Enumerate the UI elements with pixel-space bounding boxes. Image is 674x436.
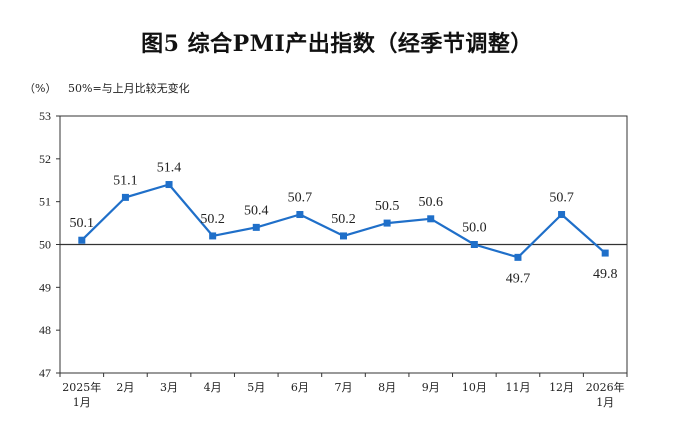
data-point	[558, 211, 566, 219]
x-tick-label: 2026年 1月	[586, 380, 625, 409]
x-tick-label: 8月	[378, 381, 396, 394]
y-axis-unit: （%）	[24, 82, 57, 95]
x-tick-label: 3月	[160, 381, 178, 394]
data-label: 50.2	[200, 212, 225, 227]
reference-note: 50%=与上月比较无变化	[68, 82, 190, 95]
data-label: 49.8	[593, 267, 618, 282]
data-point	[601, 249, 609, 257]
data-point	[427, 215, 435, 223]
y-tick-label: 47	[39, 366, 51, 380]
marker-layer	[78, 181, 609, 261]
y-tick-label: 50	[39, 238, 51, 252]
y-tick-label: 53	[39, 109, 51, 123]
x-tick-label: 5月	[247, 381, 265, 394]
x-tick-label: 2025年 1月	[62, 380, 101, 409]
x-tick-label: 10月	[462, 381, 487, 394]
y-tick-label: 51	[39, 195, 51, 209]
data-label: 51.1	[113, 173, 138, 188]
data-point	[165, 181, 173, 189]
data-point	[78, 236, 86, 244]
data-label: 50.7	[549, 191, 574, 206]
x-tick-label: 6月	[291, 381, 309, 394]
data-label: 50.6	[418, 195, 443, 210]
data-label: 50.1	[70, 216, 95, 231]
data-point	[383, 219, 391, 227]
x-tick-label: 4月	[204, 381, 222, 394]
y-tick-label: 48	[39, 323, 51, 337]
data-point	[209, 232, 217, 240]
data-label: 49.7	[506, 271, 531, 286]
data-point	[340, 232, 347, 240]
x-tick-label: 9月	[422, 381, 440, 394]
label-layer: 50.1 51.1 51.4 50.2 50.4 50.7 50.2 50.5 50.6 50.0…	[70, 161, 618, 287]
data-label: 50.2	[331, 212, 356, 227]
chart-title: 图5 综合PMI产出指数（经季节调整）	[141, 31, 533, 57]
x-tick-label: 12月	[549, 381, 574, 394]
data-point	[121, 193, 129, 201]
y-tick-label: 52	[39, 152, 51, 166]
data-point	[252, 223, 260, 231]
data-label: 50.5	[375, 199, 400, 214]
data-point	[514, 253, 522, 261]
x-tick-label: 2月	[116, 381, 134, 394]
x-tick-label: 7月	[335, 381, 353, 394]
y-tick-label: 49	[39, 280, 51, 294]
data-label: 50.0	[462, 221, 487, 236]
x-tick-label: 11月	[505, 381, 530, 394]
axis-layer: 53 52 51 50 49 48 47 2025年 1月 2月 3月 4月 5月 6月 7月 8月 9月 10月…	[39, 109, 628, 409]
data-label: 50.7	[288, 191, 313, 206]
data-label: 51.4	[157, 161, 182, 176]
data-point	[296, 211, 304, 219]
data-point	[470, 241, 478, 248]
data-label: 50.4	[244, 203, 269, 218]
